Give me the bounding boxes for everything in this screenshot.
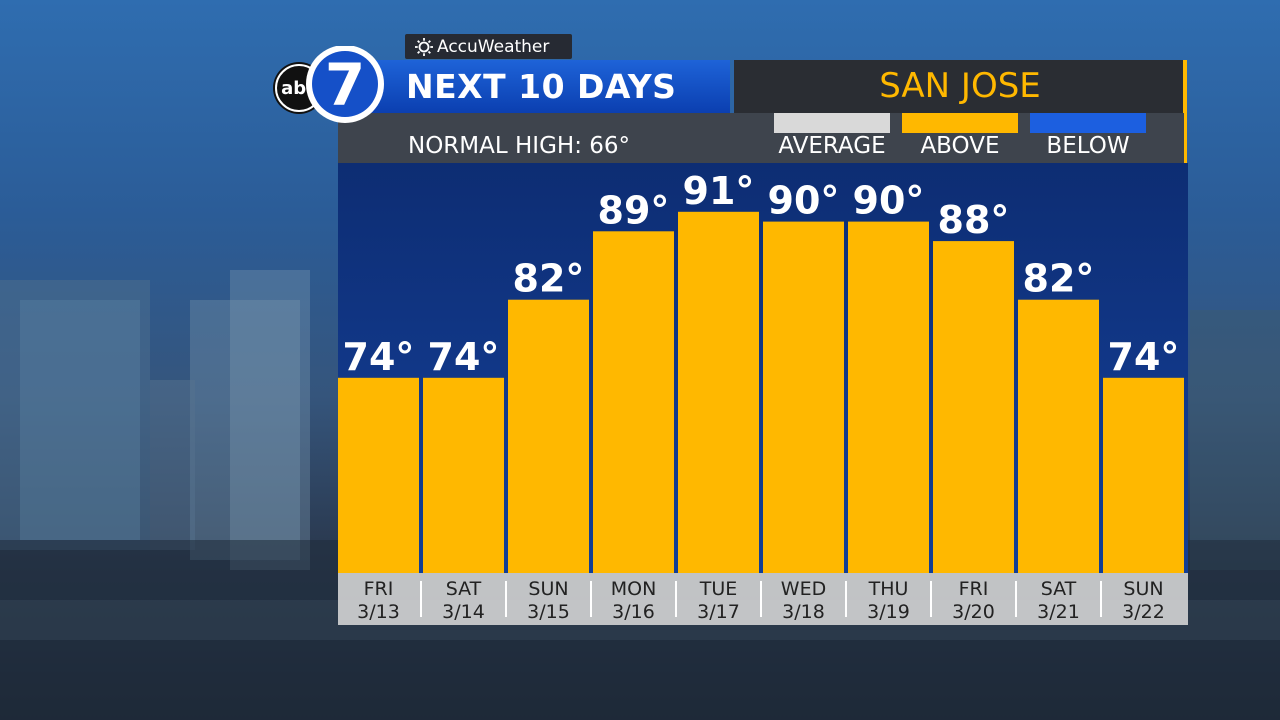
bar-8 bbox=[1018, 299, 1099, 573]
x-tick-date-8: 3/21 bbox=[1037, 601, 1080, 623]
x-tick-date-3: 3/16 bbox=[612, 601, 655, 623]
title-bar bbox=[338, 60, 730, 113]
x-tick-date-1: 3/14 bbox=[442, 601, 485, 623]
legend-swatch-below bbox=[1030, 113, 1146, 133]
x-tick-date-5: 3/18 bbox=[782, 601, 825, 623]
x-tick-day-2: SUN bbox=[528, 578, 568, 600]
bar-value-label-3: 89° bbox=[598, 188, 670, 232]
x-tick-date-9: 3/22 bbox=[1122, 601, 1165, 623]
x-tick-day-3: MON bbox=[611, 578, 657, 600]
bar-value-label-7: 88° bbox=[938, 198, 1010, 242]
x-tick-date-0: 3/13 bbox=[357, 601, 400, 623]
x-tick-date-2: 3/15 bbox=[527, 601, 570, 623]
abc7-logo: abc 7 bbox=[273, 46, 384, 123]
bar-0 bbox=[338, 377, 419, 573]
bar-value-label-2: 82° bbox=[513, 257, 585, 301]
bar-value-label-8: 82° bbox=[1023, 257, 1095, 301]
bar-5 bbox=[763, 221, 844, 573]
x-tick-date-7: 3/20 bbox=[952, 601, 995, 623]
x-tick-date-4: 3/17 bbox=[697, 601, 740, 623]
city-bar bbox=[734, 60, 1186, 113]
bar-7 bbox=[933, 241, 1014, 573]
x-axis-strip bbox=[338, 573, 1188, 625]
weather-brand-label: AccuWeather bbox=[437, 36, 550, 57]
x-tick-day-8: SAT bbox=[1041, 578, 1077, 600]
bar-6 bbox=[848, 221, 929, 573]
bar-value-label-4: 91° bbox=[683, 169, 755, 213]
city-name: SAN JOSE bbox=[879, 66, 1041, 106]
legend-label-average: AVERAGE bbox=[778, 133, 886, 159]
bar-value-label-1: 74° bbox=[428, 335, 500, 379]
x-tick-date-6: 3/19 bbox=[867, 601, 910, 623]
bar-value-label-0: 74° bbox=[343, 335, 415, 379]
legend-label-below: BELOW bbox=[1046, 133, 1130, 159]
accent-line bbox=[1183, 60, 1187, 163]
bar-4 bbox=[678, 211, 759, 574]
sun-icon bbox=[415, 37, 433, 56]
bar-9 bbox=[1103, 377, 1184, 573]
legend-swatch-above bbox=[902, 113, 1018, 133]
bar-value-label-5: 90° bbox=[768, 179, 840, 223]
chart-title: NEXT 10 DAYS bbox=[406, 67, 677, 106]
x-tick-day-5: WED bbox=[781, 578, 826, 600]
x-tick-day-6: THU bbox=[868, 578, 909, 600]
x-tick-day-1: SAT bbox=[446, 578, 482, 600]
bar-3 bbox=[593, 231, 674, 574]
legend-label-above: ABOVE bbox=[920, 133, 1000, 159]
x-tick-day-7: FRI bbox=[959, 578, 989, 600]
legend-swatch-average bbox=[774, 113, 890, 133]
x-tick-day-4: TUE bbox=[699, 578, 738, 600]
x-tick-day-0: FRI bbox=[364, 578, 394, 600]
svg-text:7: 7 bbox=[325, 51, 365, 119]
bar-2 bbox=[508, 299, 589, 573]
bar-1 bbox=[423, 377, 504, 573]
x-tick-day-9: SUN bbox=[1123, 578, 1163, 600]
bar-value-label-6: 90° bbox=[853, 179, 925, 223]
bar-value-label-9: 74° bbox=[1108, 335, 1180, 379]
normal-high-label: NORMAL HIGH: 66° bbox=[408, 133, 631, 159]
accuweather-bug: AccuWeather bbox=[405, 34, 572, 59]
